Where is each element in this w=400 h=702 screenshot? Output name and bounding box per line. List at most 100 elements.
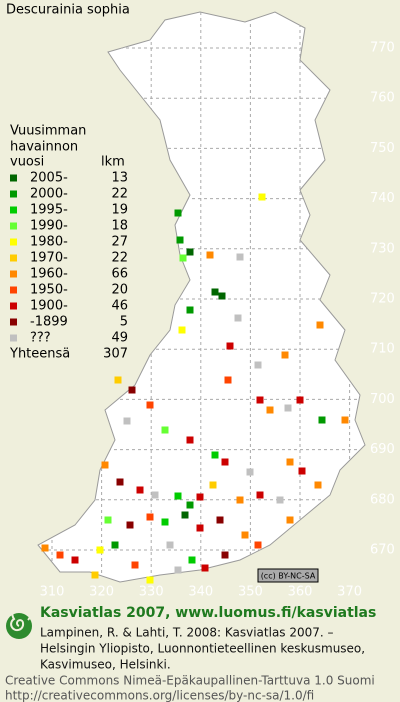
legend-count: 66 xyxy=(111,267,128,282)
license-line: http://creativecommons.org/licenses/by-n… xyxy=(5,689,314,702)
records xyxy=(41,193,349,584)
legend-swatch xyxy=(10,206,17,214)
record-dot xyxy=(91,571,99,579)
legend-swatch xyxy=(10,286,17,294)
legend-header: Vuusimman xyxy=(10,124,86,139)
legend-header: havainnon xyxy=(10,140,78,155)
record-dot xyxy=(71,556,79,564)
record-dot xyxy=(146,401,154,409)
footer-heading: Kasviatlas 2007, www.luomus.fi/kasviatla… xyxy=(40,605,376,621)
record-dot xyxy=(104,516,112,524)
record-dot xyxy=(266,406,274,414)
record-dot xyxy=(126,521,134,529)
legend-swatch xyxy=(10,302,17,310)
legend-label: -1899 xyxy=(30,315,68,330)
legend-label: 1900- xyxy=(30,299,68,314)
license-badge: (cc) BY-NC-SA xyxy=(257,568,319,583)
record-dot xyxy=(241,531,249,539)
record-dot xyxy=(316,321,324,329)
record-dot xyxy=(226,342,234,350)
y-axis-label: 690 xyxy=(370,442,395,457)
legend-count: 20 xyxy=(111,283,128,298)
legend-count: 49 xyxy=(111,331,128,346)
citation-line: Helsingin Yliopisto, Luonnontieteellinen… xyxy=(40,642,365,656)
record-dot xyxy=(151,491,159,499)
record-dot xyxy=(186,248,194,256)
legend-count: 22 xyxy=(111,187,128,202)
record-dot xyxy=(161,518,169,526)
y-axis-label: 700 xyxy=(370,392,395,407)
axes: 770 760 750 740 730 720 710 700 690 680 670 310 320 3… xyxy=(40,41,395,600)
y-axis-label: 730 xyxy=(370,241,395,256)
legend-label: 2005- xyxy=(30,171,68,186)
x-axis-label: 350 xyxy=(238,585,263,600)
record-dot xyxy=(211,288,219,296)
record-dot xyxy=(286,458,294,466)
record-dot xyxy=(131,561,139,569)
record-dot xyxy=(174,566,182,574)
record-dot xyxy=(258,193,266,201)
record-dot xyxy=(161,426,169,434)
record-dot xyxy=(56,551,64,559)
y-axis-label: 770 xyxy=(370,41,395,56)
record-dot xyxy=(206,251,214,259)
record-dot xyxy=(186,306,194,314)
record-dot xyxy=(186,501,194,509)
record-dot xyxy=(101,461,109,469)
record-dot xyxy=(111,541,119,549)
record-dot xyxy=(123,417,131,425)
record-dot xyxy=(96,546,104,554)
legend-total: 307 xyxy=(103,347,128,362)
x-axis-label: 340 xyxy=(188,585,213,600)
legend-swatch xyxy=(10,318,17,326)
y-axis-label: 720 xyxy=(370,292,395,307)
legend-swatch xyxy=(10,270,17,278)
legend-swatch xyxy=(10,174,17,182)
legend-swatch xyxy=(10,254,17,262)
y-axis-label: 760 xyxy=(370,91,395,106)
x-axis-label: 320 xyxy=(89,585,114,600)
badge-box xyxy=(257,568,319,583)
record-dot xyxy=(224,376,232,384)
record-dot xyxy=(296,396,304,404)
legend-label: 2000- xyxy=(30,187,68,202)
record-dot xyxy=(318,416,326,424)
citation-line: Lampinen, R. & Lahti, T. 2008: Kasviatla… xyxy=(40,626,334,640)
legend-count-header: lkm xyxy=(101,155,125,170)
record-dot xyxy=(176,236,184,244)
record-dot xyxy=(196,493,204,501)
legend-count: 5 xyxy=(120,315,128,330)
record-dot xyxy=(254,361,262,369)
legend-label: 1980- xyxy=(30,235,68,250)
record-dot xyxy=(181,511,189,519)
record-dot xyxy=(146,513,154,521)
x-axis-label: 370 xyxy=(337,585,362,600)
license-line: Creative Commons Nimeä-Epäkaupallinen-Ta… xyxy=(5,674,375,688)
legend-count: 27 xyxy=(111,235,128,250)
badge-text: (cc) BY-NC-SA xyxy=(261,572,316,581)
record-dot xyxy=(179,254,187,262)
legend-count: 18 xyxy=(111,219,128,234)
legend-total-label: Yhteensä xyxy=(9,347,70,362)
record-dot xyxy=(114,376,122,384)
legend-label: ??? xyxy=(30,331,51,346)
x-axis-label: 360 xyxy=(288,585,313,600)
record-dot xyxy=(178,326,186,334)
legend-label: 1960- xyxy=(30,267,68,282)
record-dot xyxy=(276,496,284,504)
record-dot xyxy=(284,404,292,412)
record-dot xyxy=(246,468,254,476)
record-dot xyxy=(221,458,229,466)
record-dot xyxy=(116,478,124,486)
logo xyxy=(6,603,32,639)
x-axis-label: 330 xyxy=(139,585,164,600)
legend-swatch xyxy=(10,334,17,342)
record-dot xyxy=(211,451,219,459)
record-dot xyxy=(281,351,289,359)
legend-label: 1970- xyxy=(30,251,68,266)
record-dot xyxy=(218,292,226,300)
citation-line: Kasvimuseo, Helsinki. xyxy=(40,658,171,672)
y-axis-label: 710 xyxy=(370,342,395,357)
legend-count: 19 xyxy=(111,203,128,218)
legend-header: vuosi xyxy=(10,155,44,170)
